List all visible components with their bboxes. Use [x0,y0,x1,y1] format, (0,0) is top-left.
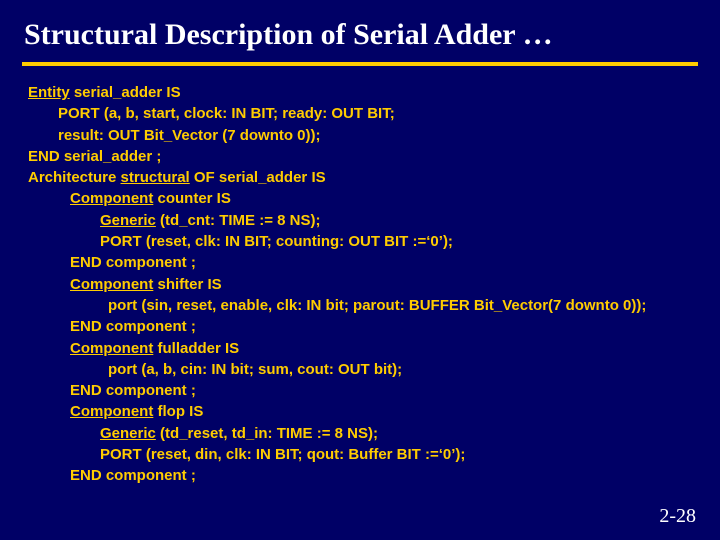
code-line: END component ; [28,252,698,273]
code-line: Entity serial_adder IS [28,82,698,103]
slide-title: Structural Description of Serial Adder … [24,18,698,52]
code-line: result: OUT Bit_Vector (7 downto 0)); [28,125,698,146]
code-line: Component fulladder IS [28,338,698,359]
code-line: END component ; [28,465,698,486]
code-line: Component counter IS [28,188,698,209]
code-line: port (sin, reset, enable, clk: IN bit; p… [28,295,698,316]
code-line: Architecture structural OF serial_adder … [28,167,698,188]
code-line: Component flop IS [28,401,698,422]
code-line: Generic (td_reset, td_in: TIME := 8 NS); [28,423,698,444]
title-underline [22,62,698,66]
code-line: port (a, b, cin: IN bit; sum, cout: OUT … [28,359,698,380]
code-line: PORT (reset, din, clk: IN BIT; qout: Buf… [28,444,698,465]
code-line: END serial_adder ; [28,146,698,167]
code-line: END component ; [28,380,698,401]
code-line: Component shifter IS [28,274,698,295]
code-line: PORT (reset, clk: IN BIT; counting: OUT … [28,231,698,252]
slide: Structural Description of Serial Adder …… [0,0,720,540]
page-number: 2-28 [659,505,696,528]
code-line: PORT (a, b, start, clock: IN BIT; ready:… [28,103,698,124]
code-line: END component ; [28,316,698,337]
code-line: Generic (td_cnt: TIME := 8 NS); [28,210,698,231]
code-block: Entity serial_adder IS PORT (a, b, start… [28,82,698,487]
